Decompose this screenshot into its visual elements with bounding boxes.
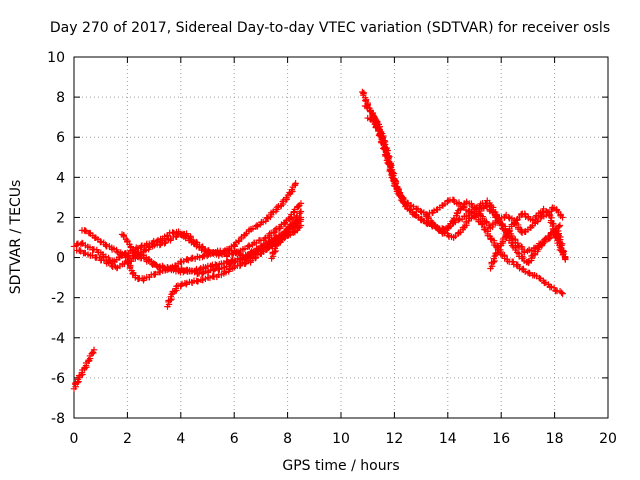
y-tick-label: 6: [56, 130, 65, 146]
data-point: [271, 226, 279, 234]
x-tick-label: 0: [70, 431, 79, 447]
data-point: [400, 199, 408, 207]
y-axis-label: SDTVAR / TECUs: [8, 180, 24, 295]
y-tick-label: 4: [56, 170, 65, 186]
data-point: [272, 242, 279, 250]
data-point: [168, 291, 175, 298]
series-3: [78, 180, 299, 262]
data-point: [121, 251, 128, 258]
data-point: [491, 253, 498, 260]
data-point: [148, 260, 156, 268]
data-point: [228, 247, 235, 254]
data-point: [297, 208, 305, 215]
data-point: [482, 202, 489, 209]
grid: [74, 57, 608, 418]
data-point: [504, 228, 512, 235]
data-point: [505, 213, 512, 221]
data-point: [494, 249, 501, 256]
data-point: [417, 207, 424, 215]
chart-title: Day 270 of 2017, Sidereal Day-to-day VTE…: [50, 20, 610, 36]
x-tick-label: 6: [230, 431, 239, 447]
data-point: [182, 267, 190, 274]
data-point: [295, 220, 302, 227]
data-point: [390, 176, 398, 183]
y-tick-label: 8: [56, 90, 65, 106]
data-point: [226, 266, 233, 273]
data-point: [157, 241, 164, 248]
data-point: [514, 242, 521, 249]
data-point: [559, 290, 566, 297]
data-point: [268, 236, 275, 243]
series-8: [268, 208, 305, 262]
data-point: [556, 222, 564, 229]
data-point: [562, 254, 569, 261]
y-tick-label: -6: [51, 371, 65, 387]
data-point: [81, 227, 89, 234]
series-13: [487, 205, 569, 272]
data-point: [359, 88, 366, 96]
y-tick-label: 2: [56, 210, 65, 226]
data-point: [292, 180, 299, 187]
data-point: [90, 346, 98, 354]
data-point: [273, 204, 281, 211]
series-7: [164, 220, 302, 310]
y-tick-label: -4: [51, 331, 65, 347]
x-tick-label: 4: [176, 431, 185, 447]
data-point: [151, 271, 158, 278]
data-point: [542, 207, 550, 215]
data-point: [294, 203, 302, 210]
data-point: [185, 256, 192, 264]
data-point: [167, 264, 174, 272]
x-tick-label: 12: [385, 431, 403, 447]
x-axis-label: GPS time / hours: [282, 458, 399, 474]
x-tick-label: 18: [546, 431, 564, 447]
data-point: [389, 177, 397, 185]
data-point: [546, 232, 554, 239]
data-point: [279, 198, 286, 205]
data-point: [76, 247, 83, 254]
x-tick-label: 14: [439, 431, 457, 447]
data-points: [70, 88, 569, 393]
data-point: [212, 248, 219, 256]
data-point: [558, 289, 565, 296]
data-point: [142, 247, 149, 254]
data-point: [559, 214, 566, 221]
data-point: [180, 257, 187, 265]
series-12: [423, 198, 566, 237]
data-point: [146, 244, 153, 251]
y-tick-label: 0: [56, 251, 65, 267]
x-tick-label: 16: [492, 431, 510, 447]
x-tick-label: 10: [332, 431, 350, 447]
x-tick-label: 8: [283, 431, 292, 447]
data-point: [177, 282, 185, 289]
data-point: [108, 262, 116, 270]
x-axis: 0 2 4 6 8 10 12 14 16 18 20: [70, 57, 617, 447]
data-point: [552, 233, 559, 241]
y-axis: -8 -6 -4 -2 0 2 4 6 8 10: [47, 50, 608, 427]
data-point: [536, 274, 543, 282]
data-point: [222, 269, 230, 276]
y-tick-label: -8: [51, 411, 65, 427]
data-point: [297, 216, 305, 223]
data-point: [508, 242, 516, 249]
y-tick-label: -2: [51, 291, 65, 307]
series-1: [70, 346, 98, 393]
data-point: [297, 200, 305, 207]
x-tick-label: 20: [599, 431, 617, 447]
data-point: [526, 270, 534, 277]
data-point: [545, 235, 552, 243]
data-point: [113, 248, 121, 255]
x-tick-label: 2: [123, 431, 132, 447]
data-point: [521, 268, 529, 275]
y-tick-label: 10: [47, 50, 65, 66]
data-point: [194, 277, 202, 285]
data-point: [521, 249, 528, 256]
data-point: [270, 229, 277, 237]
data-point: [210, 272, 217, 280]
data-point: [380, 145, 387, 152]
